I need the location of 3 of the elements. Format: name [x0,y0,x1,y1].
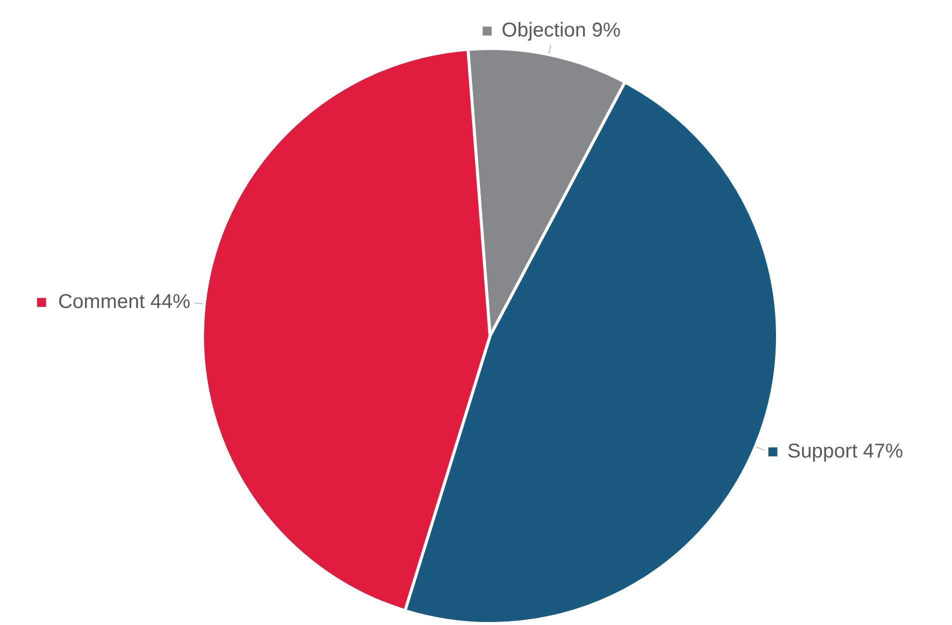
legend-label: Support 47% [787,440,904,462]
legend-label: Objection 9% [502,20,621,42]
legend-label: Comment 44% [58,290,191,313]
